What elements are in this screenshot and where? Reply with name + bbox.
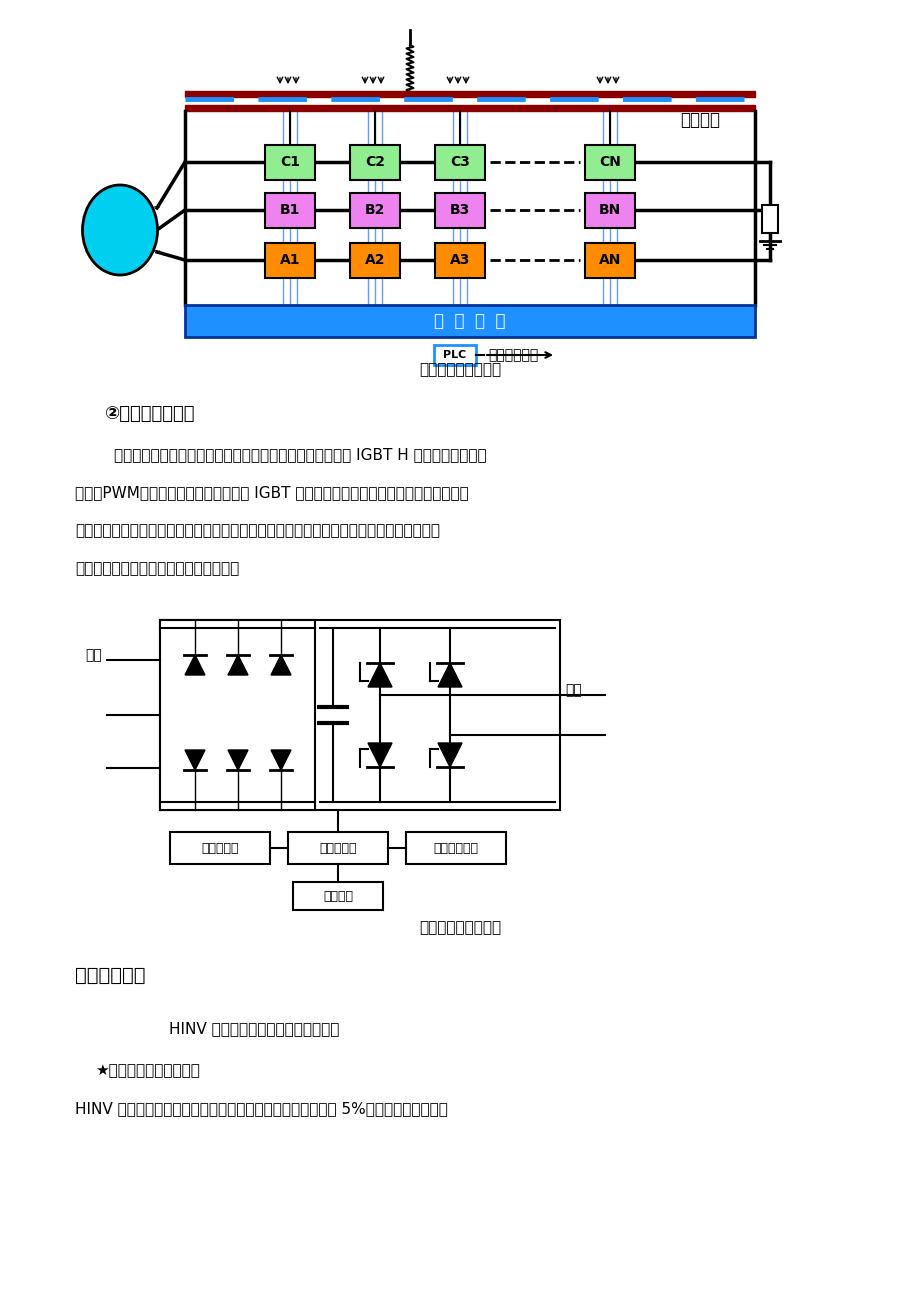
Polygon shape	[437, 743, 461, 767]
Text: ~: ~	[153, 247, 161, 256]
Text: B2: B2	[365, 203, 385, 217]
Text: HINV 系列高压变频器具有以下特点：: HINV 系列高压变频器具有以下特点：	[130, 1021, 339, 1036]
Text: PLC: PLC	[443, 350, 466, 359]
Text: A1: A1	[279, 253, 300, 267]
Polygon shape	[368, 663, 391, 687]
Bar	[185, 105, 754, 111]
Bar	[185, 91, 754, 98]
Bar	[584, 145, 634, 180]
Text: 六、产品特点: 六、产品特点	[75, 966, 145, 986]
Text: 功率单元工作原理图: 功率单元工作原理图	[418, 921, 501, 936]
Text: ~: ~	[153, 225, 161, 234]
Bar	[349, 145, 400, 180]
Text: 用户控制信号: 用户控制信号	[487, 348, 538, 362]
Polygon shape	[185, 655, 205, 674]
Bar	[349, 193, 400, 228]
Text: B3: B3	[449, 203, 470, 217]
Text: A2: A2	[364, 253, 385, 267]
Bar	[160, 620, 314, 810]
Text: 与主控通讯: 与主控通讯	[201, 841, 239, 854]
Text: 单元控制板: 单元控制板	[319, 841, 357, 854]
Text: ②、功率单元原理: ②、功率单元原理	[105, 405, 196, 423]
Bar	[288, 832, 388, 865]
Text: 输入: 输入	[85, 648, 102, 661]
Text: C1: C1	[279, 155, 300, 169]
Bar	[435, 243, 484, 279]
Bar	[435, 145, 484, 180]
Polygon shape	[228, 655, 248, 674]
Bar	[405, 832, 505, 865]
Polygon shape	[437, 663, 461, 687]
Bar	[349, 243, 400, 279]
Bar	[434, 345, 475, 365]
Ellipse shape	[83, 185, 157, 275]
Bar	[761, 204, 777, 233]
Text: 功率单元采用三相交流输入，整流滤波后形成直流电压，经 IGBT H 桥逆变后输出脉宽: 功率单元采用三相交流输入，整流滤波后形成直流电压，经 IGBT H 桥逆变后输出…	[75, 447, 486, 462]
Text: 控制电源: 控制电源	[323, 889, 353, 902]
Text: HINV 系列高压变频器采用多级移相整流技术，电流谐波小于 5%，不对电网产生谐波: HINV 系列高压变频器采用多级移相整流技术，电流谐波小于 5%，不对电网产生谐…	[75, 1101, 448, 1116]
Text: 电机: 电机	[111, 223, 129, 237]
Bar	[265, 193, 314, 228]
Text: 续运行，等情况允许时再停机排除故障。: 续运行，等情况允许时再停机排除故障。	[75, 561, 239, 575]
Polygon shape	[228, 750, 248, 769]
Text: CN: CN	[598, 155, 620, 169]
Text: 调制（PWM）电压。功率单元控制板由 IGBT 驱动电路和监测保护电路、光纤通信电路、: 调制（PWM）电压。功率单元控制板由 IGBT 驱动电路和监测保护电路、光纤通信…	[75, 486, 469, 500]
Text: 单元旁路电路和控制电源组成。运行中功率单元故障时，变频器可将故障单元自动旁路并继: 单元旁路电路和控制电源组成。运行中功率单元故障时，变频器可将故障单元自动旁路并继	[75, 523, 439, 538]
Bar	[185, 305, 754, 337]
Text: ★抑制谐波、不污染电网: ★抑制谐波、不污染电网	[95, 1062, 199, 1078]
Text: 多重化变频器拓扑图: 多重化变频器拓扑图	[418, 362, 501, 378]
Text: 输出: 输出	[564, 684, 581, 697]
Bar	[160, 620, 560, 810]
Bar	[584, 193, 634, 228]
Text: AN: AN	[598, 253, 620, 267]
Bar	[584, 243, 634, 279]
Polygon shape	[368, 743, 391, 767]
Bar	[435, 193, 484, 228]
Text: ~: ~	[153, 203, 161, 214]
Text: 故障单元旁路: 故障单元旁路	[433, 841, 478, 854]
Text: C2: C2	[365, 155, 384, 169]
Polygon shape	[271, 750, 290, 769]
Text: 主变压器: 主变压器	[679, 111, 720, 129]
Bar	[292, 881, 382, 910]
Bar	[265, 243, 314, 279]
Text: A3: A3	[449, 253, 470, 267]
Polygon shape	[271, 655, 290, 674]
Text: B1: B1	[279, 203, 300, 217]
Text: BN: BN	[598, 203, 620, 217]
Text: C3: C3	[449, 155, 470, 169]
Bar	[170, 832, 269, 865]
Bar	[265, 145, 314, 180]
Polygon shape	[185, 750, 205, 769]
Text: 主  控  制  器: 主 控 制 器	[434, 312, 505, 329]
